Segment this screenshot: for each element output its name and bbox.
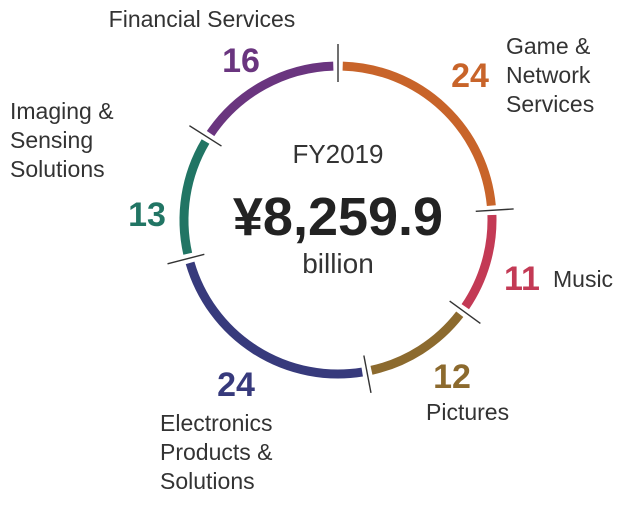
donut-segment-6	[206, 61, 334, 137]
segment-name-5: Imaging & Sensing Solutions	[10, 98, 114, 182]
segment-name-line: Solutions	[10, 156, 105, 182]
segment-divider-5	[167, 253, 205, 265]
donut-segment-5	[179, 139, 210, 255]
donut-segment-3	[370, 311, 464, 375]
donut-ring	[179, 61, 497, 379]
segment-name-line: Game &	[506, 33, 590, 59]
donut-segment-1	[342, 61, 496, 207]
segment-name-3: Pictures	[426, 399, 509, 425]
segment-name-line: Music	[553, 266, 613, 292]
segment-value-1: 24	[451, 57, 489, 95]
segment-name-line: Solutions	[160, 468, 255, 494]
segment-name-4: Electronics Products & Solutions	[160, 410, 273, 494]
chart-title: FY2019	[292, 139, 383, 169]
segment-divider-4	[363, 355, 372, 394]
segment-name-line: Network	[506, 62, 591, 88]
segment-value-3: 12	[433, 358, 471, 396]
segment-value-2: 11	[504, 260, 540, 298]
donut-segment-4	[185, 261, 363, 379]
segment-name-line: Electronics	[160, 410, 272, 436]
segment-name-line: Imaging &	[10, 98, 114, 124]
segment-name-line: Services	[506, 91, 594, 117]
segment-divider-6	[189, 125, 222, 147]
total-unit: billion	[302, 248, 374, 279]
segment-name-line: Products &	[160, 439, 273, 465]
segment-name-2: Music	[553, 266, 613, 292]
segment-name-line: Financial Services	[109, 6, 296, 32]
segment-value-6: 16	[222, 42, 260, 80]
total-amount: ¥8,259.9	[233, 187, 443, 247]
segment-labels: 24 Game & Network Services 11 Music 12 Pictures…	[10, 6, 613, 494]
segment-dividers	[167, 44, 514, 394]
segment-divider-2	[475, 208, 514, 213]
segment-divider-3	[449, 300, 481, 325]
segment-name-line: Pictures	[426, 399, 509, 425]
segment-name-line: Sensing	[10, 127, 93, 153]
segment-name-1: Game & Network Services	[506, 33, 594, 117]
segment-value-5: 13	[128, 196, 166, 234]
segment-name-6: Financial Services	[109, 6, 296, 32]
donut-segment-2	[461, 214, 497, 310]
segment-value-4: 24	[217, 366, 255, 404]
